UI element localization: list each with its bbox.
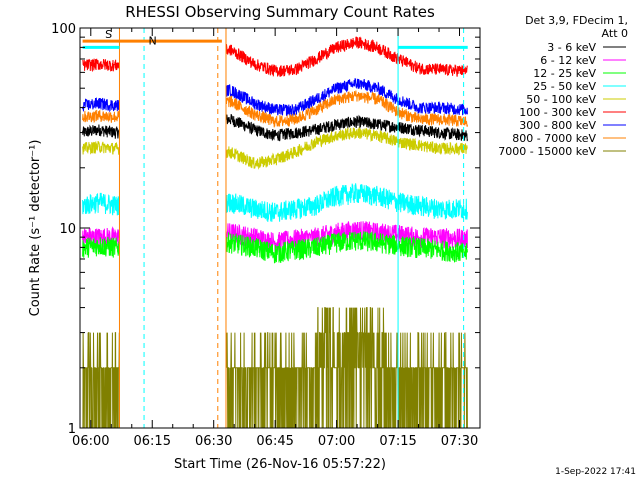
y-axis-label: Count Rate (s⁻¹ detector⁻¹) <box>28 140 43 317</box>
y-tick-label-2: 100 <box>51 22 76 37</box>
x-axis-label: Start Time (26-Nov-16 05:57:22) <box>174 457 386 472</box>
legend-label-7: 800 - 7000 keV <box>512 132 596 145</box>
series-line-6 <box>82 78 468 116</box>
legend-label-4: 50 - 100 keV <box>526 93 596 106</box>
axes: 06:00 06:15 06:30 06:45 07:00 07:15 07:30 1 10 10… <box>51 22 481 449</box>
x-tick-label-1: 06:15 <box>134 434 171 449</box>
legend-label-6: 300 - 800 keV <box>519 119 596 132</box>
series-line-4 <box>82 126 468 170</box>
y-tick-label-0: 1 <box>68 422 76 437</box>
footer-timestamp: 1-Sep-2022 17:41 <box>555 467 636 477</box>
legend-label-1: 6 - 12 keV <box>540 54 596 67</box>
legend-label-5: 100 - 300 keV <box>519 106 596 119</box>
legend-label-0: 3 - 6 keV <box>547 41 596 54</box>
x-tick-label-0: 06:00 <box>72 434 109 449</box>
legend-header-line-1: Det 3,9, FDecim 1, <box>525 14 628 27</box>
series-line-0 <box>82 114 468 142</box>
series-line-5 <box>82 36 468 77</box>
x-tick-label-5: 07:15 <box>379 434 416 449</box>
series-line-2 <box>82 231 468 264</box>
x-tick-label-4: 07:00 <box>318 434 355 449</box>
x-tick-label-3: 06:45 <box>256 434 293 449</box>
legend-label-8: 7000 - 15000 keV <box>498 145 596 158</box>
legend-header-line-2: Att 0 <box>602 27 628 40</box>
y-tick-label-1: 10 <box>59 222 76 237</box>
legend-label-2: 12 - 25 keV <box>533 67 596 80</box>
state-bar-label-1: N <box>148 34 156 47</box>
chart-title: RHESSI Observing Summary Count Rates <box>125 3 435 21</box>
x-tick-label-2: 06:30 <box>195 434 232 449</box>
state-bar-label-0: S <box>105 28 112 41</box>
x-tick-label-6: 07:30 <box>441 434 478 449</box>
legend-label-3: 25 - 50 keV <box>533 80 596 93</box>
series-line-7 <box>82 90 468 128</box>
series-line-8 <box>82 307 468 429</box>
series-line-3 <box>82 183 468 222</box>
